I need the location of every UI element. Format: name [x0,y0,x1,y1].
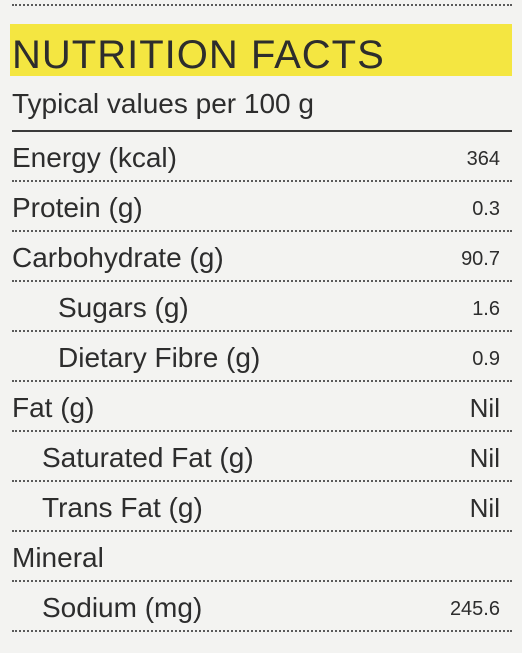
nutrient-value: 0.3 [472,198,500,220]
nutrient-value: 364 [466,148,500,170]
panel-subtitle: Typical values per 100 g [12,88,314,119]
row-divider [12,280,512,282]
nutrient-label: Fat (g) [12,392,95,423]
row-divider [12,430,512,432]
row-divider [12,380,512,382]
nutrient-label: Dietary Fibre (g) [58,342,261,373]
nutrient-value: Nil [469,393,500,423]
nutrient-label: Trans Fat (g) [42,492,203,523]
nutrient-row-sugars: Sugars (g) 1.6 [0,284,522,332]
nutrient-label: Carbohydrate (g) [12,242,224,273]
title-highlight [10,24,512,76]
nutrient-label: Sodium (mg) [42,592,203,623]
nutrient-label: Protein (g) [12,192,143,223]
nutrient-value: Nil [469,493,500,523]
nutrient-value: 245.6 [449,598,500,620]
nutrient-value: Nil [469,443,500,473]
nutrient-row-energy: Energy (kcal) 364 [0,134,522,182]
nutrient-label: Saturated Fat (g) [42,442,254,473]
nutrient-row-saturated-fat: Saturated Fat (g) Nil [0,434,522,482]
row-divider [12,530,512,532]
row-divider [12,180,512,182]
nutrient-row-trans-fat: Trans Fat (g) Nil [0,484,522,532]
top-dotted-rule [12,4,512,6]
row-divider [12,330,512,332]
nutrient-label: Sugars (g) [58,292,189,323]
panel-title: NUTRITION FACTS [12,33,385,77]
nutrient-row-carbohydrate: Carbohydrate (g) 90.7 [0,234,522,282]
nutrient-value: 0.9 [472,348,500,370]
nutrient-label: Mineral [12,542,104,573]
nutrient-value: 1.6 [472,298,500,320]
nutrient-row-sodium: Sodium (mg) 245.6 [0,584,522,632]
nutrient-row-protein: Protein (g) 0.3 [0,184,522,232]
nutrient-row-mineral: Mineral [0,534,522,582]
nutrient-row-dietary-fibre: Dietary Fibre (g) 0.9 [0,334,522,382]
row-divider [12,630,512,632]
row-divider [12,480,512,482]
subtitle-divider [12,130,512,132]
nutrient-row-fat: Fat (g) Nil [0,384,522,432]
row-divider [12,580,512,582]
row-divider [12,230,512,232]
nutrient-label: Energy (kcal) [12,142,177,173]
nutrient-value: 90.7 [461,248,500,270]
